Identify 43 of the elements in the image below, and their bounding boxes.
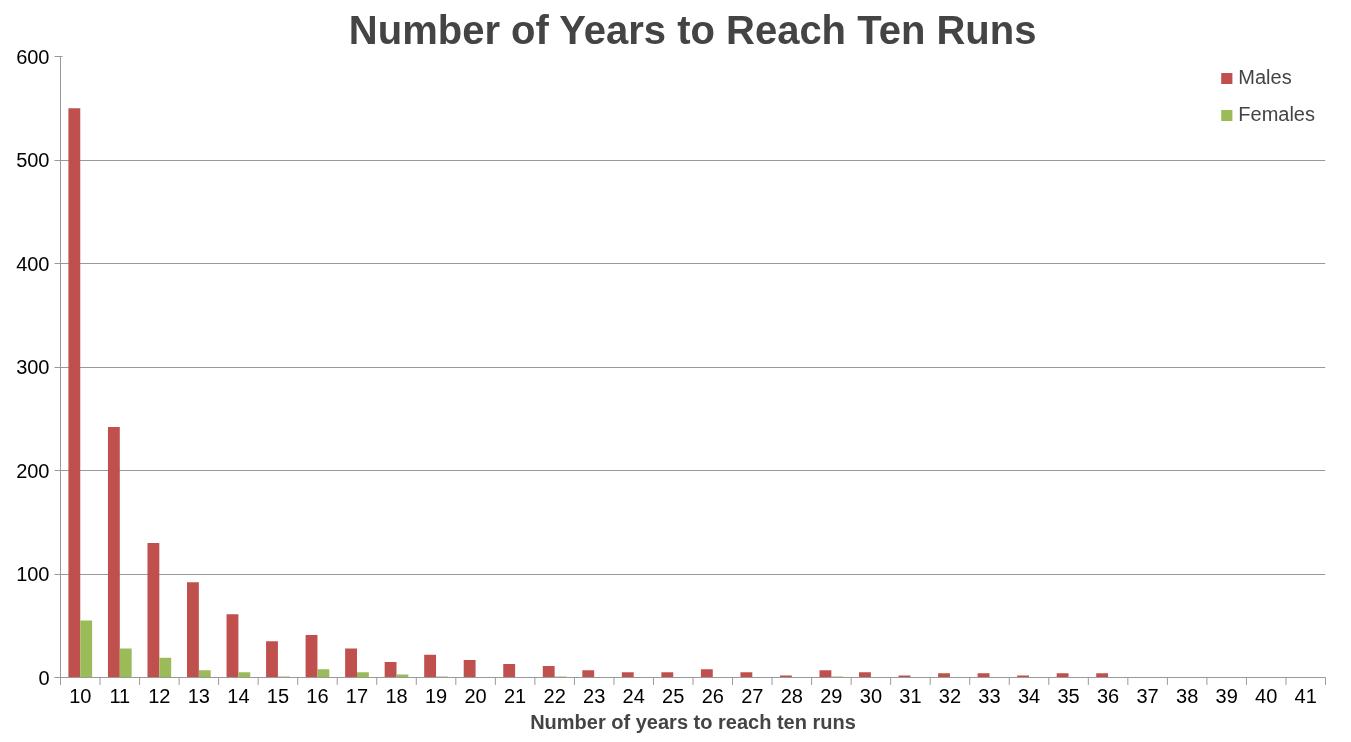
x-tick-label: 32 <box>938 684 962 707</box>
x-tick-label: 13 <box>187 684 210 707</box>
x-tick-label: 19 <box>424 684 448 707</box>
x-tick-label: 12 <box>148 684 171 707</box>
x-tick-label: 17 <box>345 684 369 707</box>
y-tick-label: 500 <box>16 149 50 171</box>
x-tick-label: 23 <box>583 684 606 707</box>
x-axis-title: Number of years to reach ten runs <box>530 710 856 733</box>
x-tick-label: 14 <box>227 684 250 707</box>
x-tick-label: 40 <box>1255 684 1278 707</box>
y-tick-label: 100 <box>16 563 50 585</box>
x-tick-label: 39 <box>1215 684 1238 707</box>
x-tick-label: 24 <box>622 684 645 707</box>
y-tick-label: 300 <box>16 356 50 378</box>
x-tick-label: 41 <box>1294 684 1317 707</box>
y-tick-label: 0 <box>38 666 50 689</box>
x-tick-label: 20 <box>464 684 487 707</box>
x-tick-label: 10 <box>69 684 92 707</box>
x-tick-label: 30 <box>859 684 883 707</box>
y-tick-label: 200 <box>16 459 50 482</box>
x-tick-label: 25 <box>662 684 685 707</box>
x-tick-label: 37 <box>1136 684 1159 707</box>
x-tick-label: 15 <box>266 684 290 707</box>
y-tick-label: 400 <box>16 252 50 275</box>
x-tick-label: 28 <box>780 684 803 707</box>
x-tick-label: 21 <box>503 684 527 707</box>
x-tick-label: 18 <box>385 684 408 707</box>
x-tick-label: 33 <box>978 684 1001 707</box>
x-tick-label: 34 <box>1017 684 1041 707</box>
x-tick-label: 31 <box>899 684 922 707</box>
legend-label: Males <box>1238 66 1292 89</box>
x-tick-label: 22 <box>543 684 566 707</box>
x-tick-label: 35 <box>1057 684 1080 707</box>
chart-title: Number of Years to Reach Ten Runs <box>348 7 1037 52</box>
x-tick-label: 29 <box>820 684 843 707</box>
x-tick-label: 36 <box>1096 684 1120 707</box>
legend-label: Females <box>1238 103 1315 126</box>
x-tick-label: 26 <box>701 684 724 707</box>
x-tick-label: 11 <box>109 684 131 707</box>
x-tick-label: 38 <box>1176 684 1199 707</box>
y-tick-label: 600 <box>16 45 50 68</box>
x-tick-label: 27 <box>741 684 764 707</box>
x-tick-label: 16 <box>306 684 329 707</box>
